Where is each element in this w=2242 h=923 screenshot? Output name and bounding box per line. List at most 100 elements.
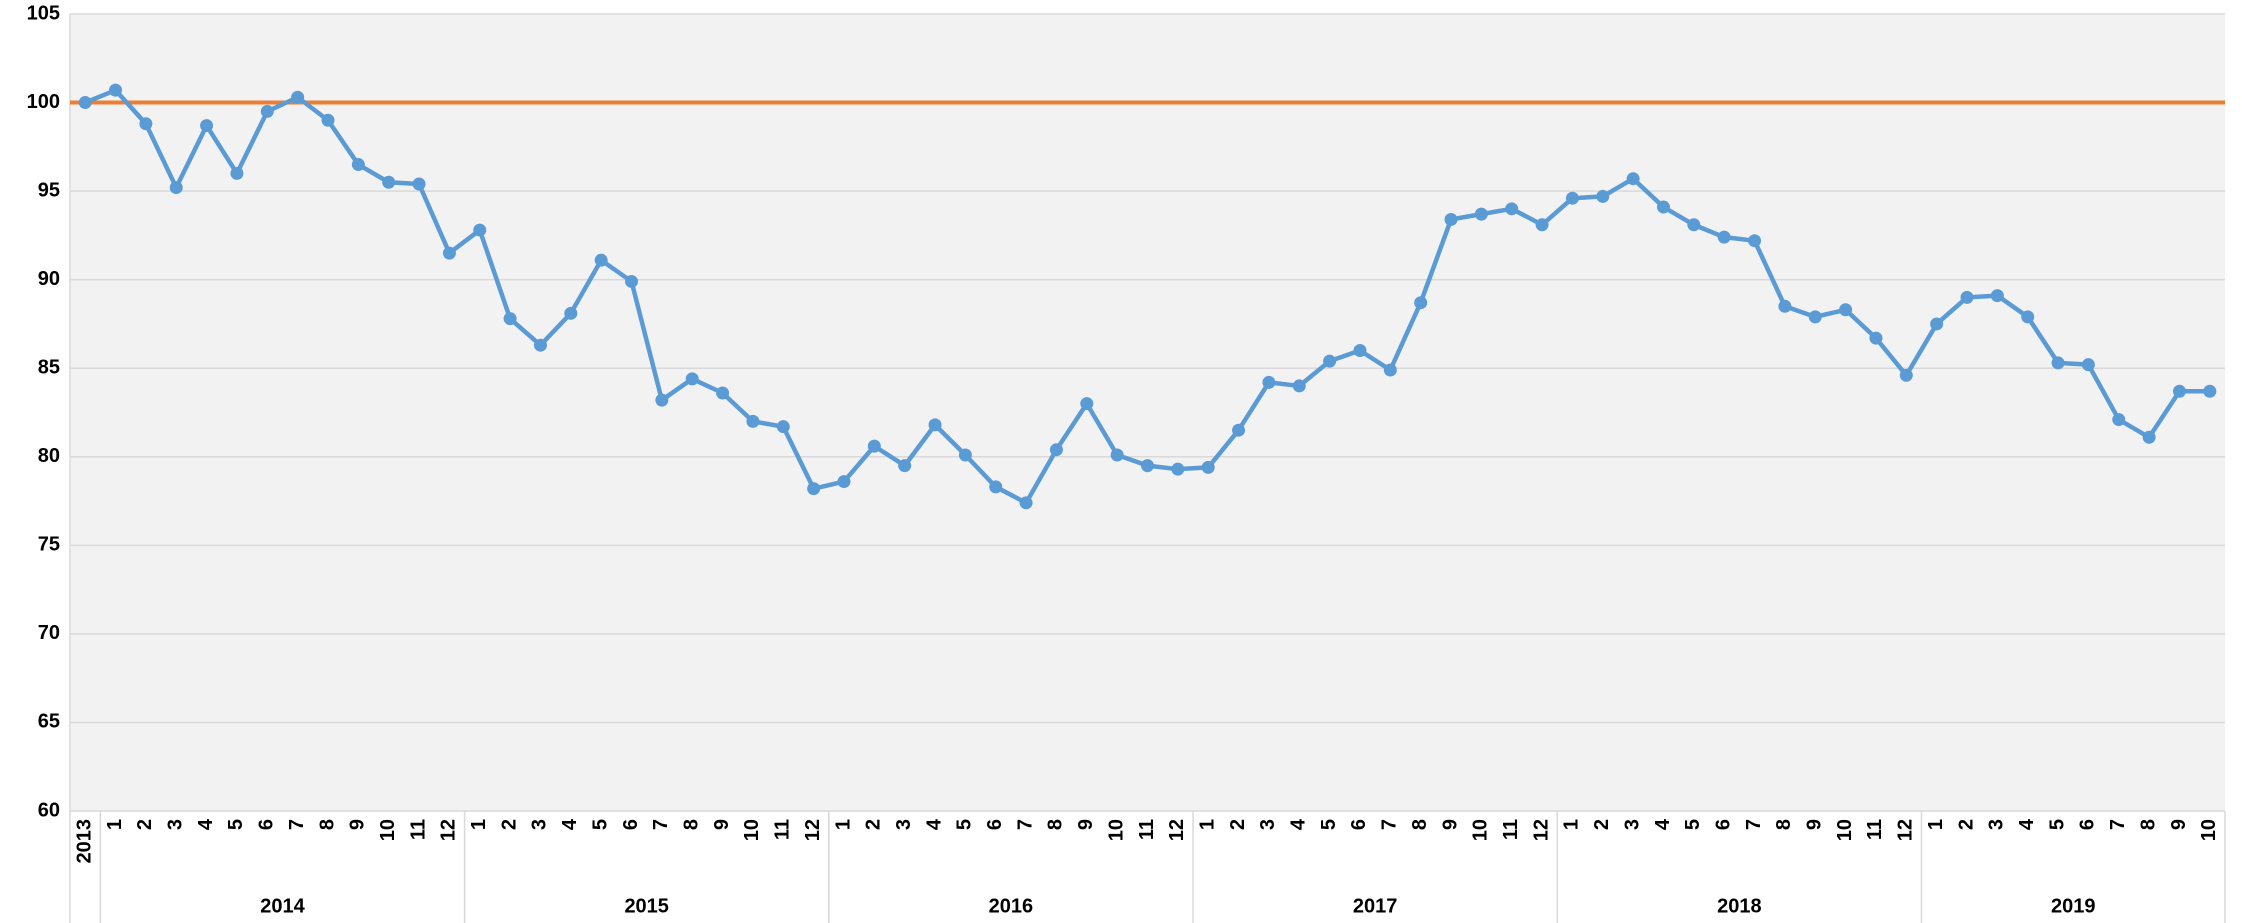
point-marker <box>1535 218 1549 232</box>
x-tick-label: 9 <box>347 819 369 830</box>
point-marker <box>1474 207 1488 221</box>
x-tick-label: 11 <box>1500 819 1522 840</box>
point-marker <box>1748 234 1762 248</box>
x-tick-label: 10 <box>2198 819 2220 841</box>
point-marker <box>2021 310 2035 324</box>
point-marker <box>533 338 547 352</box>
point-marker <box>2203 384 2217 398</box>
point-marker <box>837 475 851 489</box>
point-marker <box>442 246 456 260</box>
y-tick-label: 70 <box>38 622 60 644</box>
point-marker <box>2172 384 2186 398</box>
x-tick-label: 9 <box>1439 819 1461 830</box>
x-tick-label: 6 <box>1348 819 1370 830</box>
point-marker <box>1171 462 1185 476</box>
point-marker <box>564 306 578 320</box>
point-marker <box>928 418 942 432</box>
point-marker <box>2051 356 2065 370</box>
x-tick-label: 4 <box>923 818 945 830</box>
point-marker <box>625 274 639 288</box>
x-tick-label: 6 <box>2077 819 2099 830</box>
point-marker <box>655 393 669 407</box>
x-tick-label: 12 <box>438 819 460 841</box>
point-marker <box>169 181 183 195</box>
x-tick-label: 1 <box>1561 819 1583 830</box>
point-marker <box>1110 448 1124 462</box>
y-tick-label: 105 <box>27 2 60 24</box>
x-tick-label: 5 <box>589 819 611 830</box>
point-marker <box>746 414 760 428</box>
x-tick-label: 12 <box>1895 819 1917 841</box>
x-tick-label: 1 <box>1925 819 1947 830</box>
x-tick-label: 1 <box>468 819 490 830</box>
x-tick-label: 3 <box>165 819 187 830</box>
point-marker <box>1778 299 1792 313</box>
point-marker <box>1141 459 1154 473</box>
x-tick-label: 11 <box>1136 819 1158 840</box>
x-tick-label: 3 <box>1257 819 1279 830</box>
point-marker <box>1201 460 1215 474</box>
x-tick-label: 9 <box>2168 819 2190 830</box>
x-tick-label: 2 <box>498 819 520 830</box>
x-tick-label: 3 <box>529 819 551 830</box>
point-marker <box>1808 310 1822 324</box>
point-marker <box>321 113 335 127</box>
y-tick-label: 60 <box>38 799 60 821</box>
x-tick-label: 7 <box>286 819 308 830</box>
point-marker <box>1869 331 1883 345</box>
point-marker <box>867 439 881 453</box>
x-tick-label: 2 <box>134 819 156 830</box>
x-tick-label: 9 <box>1804 819 1826 830</box>
x-tick-label: 4 <box>2016 818 2038 830</box>
group-label: 2019 <box>2051 895 2096 917</box>
point-marker <box>139 117 153 131</box>
point-marker <box>260 104 274 118</box>
point-marker <box>716 386 730 400</box>
point-marker <box>473 223 487 237</box>
x-tick-label: 9 <box>1075 819 1097 830</box>
x-tick-label: 9 <box>711 819 733 830</box>
x-tick-label: 6 <box>984 819 1006 830</box>
point-marker <box>1565 191 1579 205</box>
point-marker <box>1717 230 1731 244</box>
y-tick-label: 100 <box>27 91 60 113</box>
y-tick-label: 75 <box>38 534 60 556</box>
x-tick-label: 10 <box>1105 819 1127 841</box>
point-marker <box>1049 443 1063 457</box>
point-marker <box>1596 189 1610 203</box>
point-marker <box>776 420 790 434</box>
point-marker <box>1019 496 1033 510</box>
x-tick-label: 11 <box>772 819 794 840</box>
point-marker <box>1656 200 1670 214</box>
point-marker <box>685 372 699 386</box>
point-marker <box>898 459 912 473</box>
group-label: 2014 <box>260 895 305 917</box>
x-tick-label: 1 <box>104 819 126 830</box>
x-tick-label: 5 <box>1318 819 1340 830</box>
x-tick-label: 8 <box>2137 819 2159 830</box>
x-tick-label: 7 <box>2107 819 2129 830</box>
x-tick-label: 5 <box>1682 819 1704 830</box>
x-tick-label: 8 <box>1045 819 1067 830</box>
x-tick-label: 8 <box>680 819 702 830</box>
point-marker <box>807 482 821 496</box>
point-marker <box>78 96 92 110</box>
y-tick-label: 90 <box>38 268 60 290</box>
point-marker <box>2112 413 2126 427</box>
point-marker <box>291 90 305 104</box>
point-marker <box>1990 289 2004 303</box>
group-label: 2018 <box>1717 895 1762 917</box>
x-tick-label: 6 <box>256 819 278 830</box>
point-marker <box>1323 354 1337 368</box>
x-tick-label: 12 <box>802 819 824 841</box>
x-tick-label: 5 <box>2046 819 2068 830</box>
point-marker <box>1899 368 1913 382</box>
x-tick-label: 8 <box>1409 819 1431 830</box>
point-marker <box>594 253 608 267</box>
x-tick-label: 12 <box>1166 819 1188 841</box>
y-tick-label: 95 <box>38 179 60 201</box>
point-marker <box>1930 317 1944 331</box>
point-marker <box>382 175 396 189</box>
point-marker <box>1960 290 1974 304</box>
